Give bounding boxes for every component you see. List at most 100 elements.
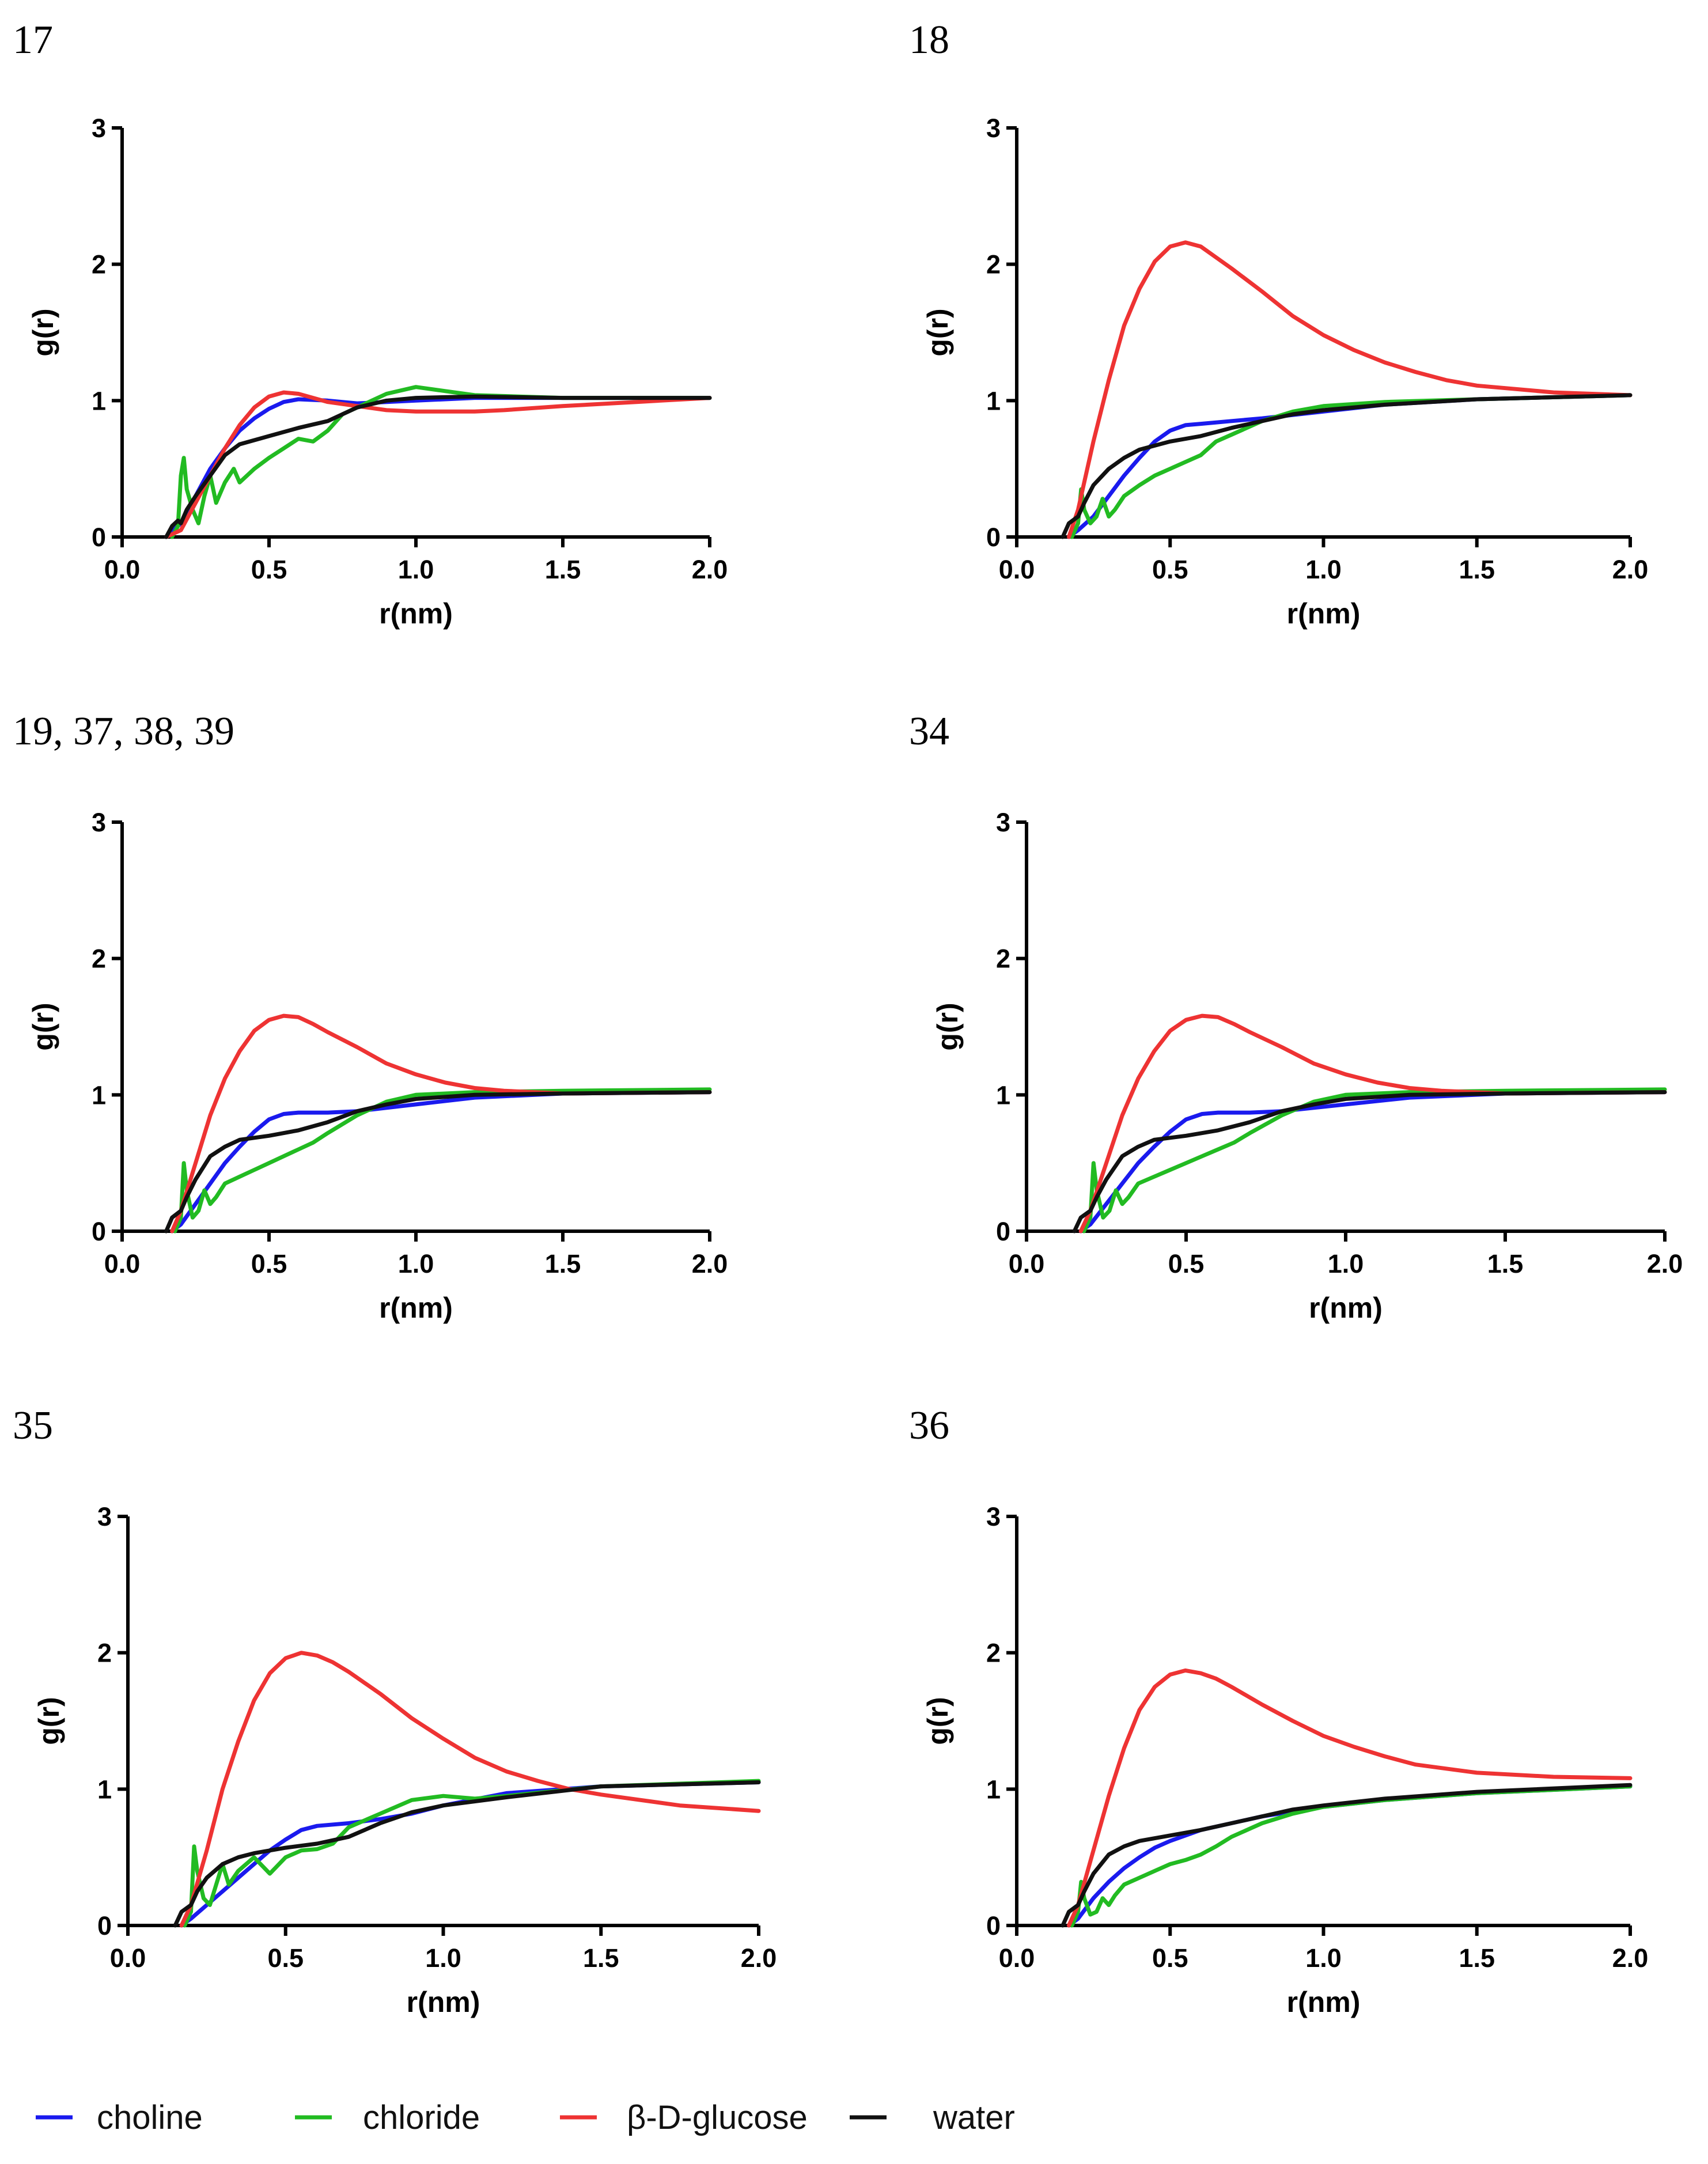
y-tick-label: 0 — [92, 523, 106, 552]
series-line-choline — [1067, 1784, 1633, 1928]
x-tick-label: 0.0 — [999, 1943, 1035, 1973]
panel-title: 18 — [909, 18, 949, 62]
x-tick-label: 0.0 — [110, 1943, 146, 1973]
panel-title: 35 — [13, 1403, 53, 1448]
x-tick-label: 2.0 — [1612, 555, 1649, 584]
series-line-chloride — [170, 385, 712, 539]
y-tick-label: 2 — [97, 1639, 112, 1668]
x-tick-label: 2.0 — [1612, 1943, 1649, 1973]
x-tick-label: 1.5 — [1459, 555, 1495, 584]
series-line-choline — [170, 1090, 712, 1234]
y-axis-title: g(r) — [931, 1002, 964, 1050]
series-line-chloride — [183, 1779, 761, 1928]
x-tick-label: 0.5 — [267, 1943, 304, 1973]
series-line-chloride — [1082, 1087, 1667, 1234]
y-tick-label: 1 — [996, 1080, 1010, 1110]
x-tick-label: 2.0 — [741, 1943, 777, 1973]
series-line-chloride — [1070, 1784, 1633, 1928]
x-tick-label: 1.5 — [545, 1249, 581, 1278]
y-tick-label: 1 — [92, 386, 106, 415]
x-tick-label: 0.0 — [104, 555, 141, 584]
x-axis-title: r(nm) — [1287, 1986, 1361, 2018]
series-line-water — [164, 394, 712, 539]
series-line-d-glucose — [170, 1013, 712, 1234]
y-tick-label: 2 — [986, 250, 1001, 279]
x-tick-label: 0.5 — [251, 1249, 287, 1278]
legend-label-water: water — [933, 2099, 1015, 2136]
series-line-water — [164, 1090, 712, 1234]
x-tick-label: 1.0 — [398, 1249, 434, 1278]
series-line-d-glucose — [164, 390, 712, 539]
x-tick-label: 0.5 — [1152, 1943, 1188, 1973]
x-tick-label: 0.5 — [251, 555, 287, 584]
series-line-water — [1061, 1783, 1633, 1928]
x-axis-title: r(nm) — [379, 597, 453, 630]
y-tick-label: 2 — [996, 944, 1010, 974]
x-tick-label: 1.0 — [1305, 1943, 1342, 1973]
x-tick-label: 2.0 — [1647, 1249, 1683, 1278]
y-tick-label: 0 — [996, 1217, 1010, 1246]
x-axis-title: r(nm) — [1287, 597, 1361, 630]
series-line-choline — [164, 396, 712, 539]
y-tick-label: 2 — [986, 1639, 1001, 1668]
y-axis-title: g(r) — [27, 308, 59, 356]
y-tick-label: 3 — [92, 114, 106, 143]
panel-title: 34 — [909, 709, 949, 754]
y-axis-title: g(r) — [33, 1697, 65, 1745]
y-tick-label: 1 — [986, 1775, 1001, 1804]
x-axis-title: r(nm) — [1309, 1292, 1383, 1324]
legend-label-d-glucose: β-D-glucose — [627, 2099, 808, 2136]
x-tick-label: 1.5 — [545, 555, 581, 584]
y-tick-label: 0 — [92, 1217, 106, 1246]
x-axis-title: r(nm) — [379, 1292, 453, 1324]
series-line-choline — [1078, 1090, 1667, 1234]
x-tick-label: 1.0 — [398, 555, 434, 584]
series-line-chloride — [1070, 393, 1633, 539]
series-line-d-glucose — [1067, 240, 1633, 539]
y-tick-label: 3 — [92, 808, 106, 837]
series-line-chloride — [173, 1087, 712, 1234]
x-tick-label: 2.0 — [692, 555, 728, 584]
y-tick-label: 2 — [92, 250, 106, 279]
x-tick-label: 2.0 — [692, 1249, 728, 1278]
panel-title: 19, 37, 38, 39 — [13, 709, 234, 754]
x-tick-label: 0.5 — [1152, 555, 1188, 584]
y-tick-label: 3 — [996, 808, 1010, 837]
x-tick-label: 1.0 — [1328, 1249, 1364, 1278]
y-tick-label: 0 — [986, 523, 1001, 552]
y-tick-label: 3 — [986, 1502, 1001, 1531]
y-tick-label: 1 — [97, 1775, 112, 1804]
panel-title: 36 — [909, 1403, 949, 1448]
y-tick-label: 0 — [986, 1911, 1001, 1940]
y-tick-label: 1 — [92, 1080, 106, 1110]
legend-label-choline: choline — [97, 2099, 203, 2136]
y-tick-label: 3 — [986, 114, 1001, 143]
x-tick-label: 0.0 — [1009, 1249, 1045, 1278]
legend-label-chloride: chloride — [363, 2099, 480, 2136]
x-tick-label: 1.5 — [1459, 1943, 1495, 1973]
series-line-water — [1072, 1090, 1667, 1234]
series-line-d-glucose — [179, 1651, 761, 1928]
y-tick-label: 1 — [986, 386, 1001, 415]
x-tick-label: 1.5 — [1487, 1249, 1524, 1278]
y-axis-title: g(r) — [27, 1002, 59, 1050]
y-tick-label: 3 — [97, 1502, 112, 1531]
panel-title: 17 — [13, 18, 53, 62]
x-tick-label: 1.5 — [583, 1943, 619, 1973]
series-line-water — [1061, 393, 1633, 539]
series-line-water — [173, 1780, 761, 1928]
y-tick-label: 0 — [97, 1911, 112, 1940]
series-line-d-glucose — [1067, 1668, 1633, 1928]
series-line-d-glucose — [1078, 1013, 1667, 1234]
x-axis-title: r(nm) — [407, 1986, 480, 2018]
x-tick-label: 1.0 — [425, 1943, 461, 1973]
y-tick-label: 2 — [92, 944, 106, 974]
x-tick-label: 0.0 — [999, 555, 1035, 584]
y-axis-title: g(r) — [922, 1697, 954, 1745]
series-line-choline — [1067, 393, 1633, 539]
x-tick-label: 0.0 — [104, 1249, 141, 1278]
x-tick-label: 0.5 — [1168, 1249, 1205, 1278]
x-tick-label: 1.0 — [1305, 555, 1342, 584]
y-axis-title: g(r) — [922, 308, 954, 356]
